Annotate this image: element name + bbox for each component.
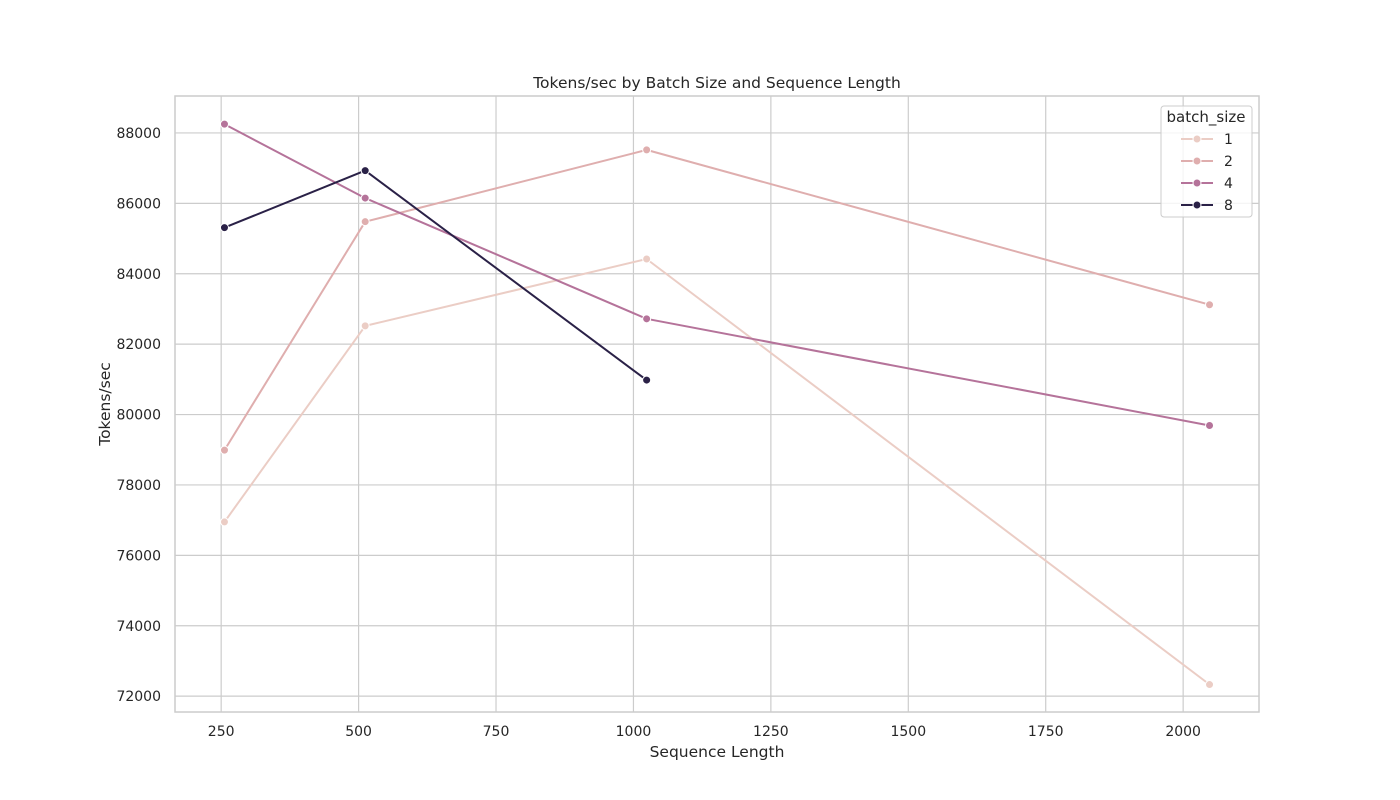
- grid: [175, 96, 1259, 712]
- legend-label: 2: [1224, 154, 1233, 170]
- y-tick-label: 80000: [116, 408, 161, 424]
- y-tick-label: 78000: [116, 478, 161, 494]
- legend-title: batch_size: [1167, 108, 1246, 127]
- legend-item: 2: [1181, 154, 1233, 170]
- series-line: [224, 123, 1210, 427]
- data-point: [1205, 300, 1215, 310]
- legend-item: 1: [1181, 132, 1233, 148]
- y-tick-label: 74000: [116, 619, 161, 635]
- data-point: [360, 193, 370, 203]
- x-tick-label: 1000: [616, 724, 652, 740]
- y-tick-label: 84000: [116, 267, 161, 283]
- data-point: [642, 254, 652, 264]
- y-tick-label: 86000: [116, 196, 161, 212]
- series-8: [219, 166, 652, 385]
- legend: batch_size 1 2 4 8: [1160, 105, 1253, 218]
- data-point: [219, 119, 229, 129]
- legend-label: 8: [1224, 198, 1233, 214]
- data-point: [219, 445, 229, 455]
- x-tick-label: 500: [345, 724, 372, 740]
- data-point: [360, 321, 370, 331]
- chart-title: Tokens/sec by Batch Size and Sequence Le…: [532, 74, 901, 92]
- data-point: [219, 223, 229, 233]
- data-point: [219, 517, 229, 527]
- data-point: [1205, 420, 1215, 430]
- x-tick-label: 1500: [890, 724, 926, 740]
- y-axis-ticks: 72000 74000 76000 78000 80000 82000 84000 86000…: [116, 126, 161, 705]
- x-tick-label: 2000: [1165, 724, 1201, 740]
- y-axis-label: Tokens/sec: [96, 362, 114, 447]
- legend-marker: [1192, 178, 1202, 188]
- y-tick-label: 76000: [116, 548, 161, 564]
- plot-area: [174, 95, 1260, 713]
- legend-marker: [1192, 134, 1202, 144]
- y-tick-label: 72000: [116, 689, 161, 705]
- data-point: [642, 375, 652, 385]
- x-tick-label: 250: [208, 724, 235, 740]
- data-point: [360, 217, 370, 227]
- legend-item: 8: [1181, 198, 1233, 214]
- legend-item: 4: [1181, 176, 1233, 192]
- series-2: [219, 145, 1215, 455]
- y-tick-label: 82000: [116, 337, 161, 353]
- x-axis-label: Sequence Length: [650, 743, 785, 761]
- y-tick-label: 88000: [116, 126, 161, 142]
- x-tick-label: 1250: [753, 724, 789, 740]
- series-line: [223, 148, 1210, 451]
- series-layer: [219, 119, 1215, 690]
- legend-marker: [1192, 156, 1202, 166]
- series-line: [223, 258, 1211, 686]
- x-tick-label: 750: [483, 724, 510, 740]
- series-1: [219, 254, 1215, 690]
- data-point: [360, 166, 370, 176]
- x-tick-label: 1750: [1028, 724, 1064, 740]
- legend-label: 1: [1224, 132, 1233, 148]
- series-4: [219, 119, 1215, 430]
- data-point: [1205, 680, 1215, 690]
- x-axis-ticks: 250 500 750 1000 1250 1500 1750 2000: [208, 724, 1201, 740]
- legend-marker: [1192, 200, 1202, 210]
- data-point: [642, 145, 652, 155]
- legend-label: 4: [1224, 176, 1233, 192]
- data-point: [642, 314, 652, 324]
